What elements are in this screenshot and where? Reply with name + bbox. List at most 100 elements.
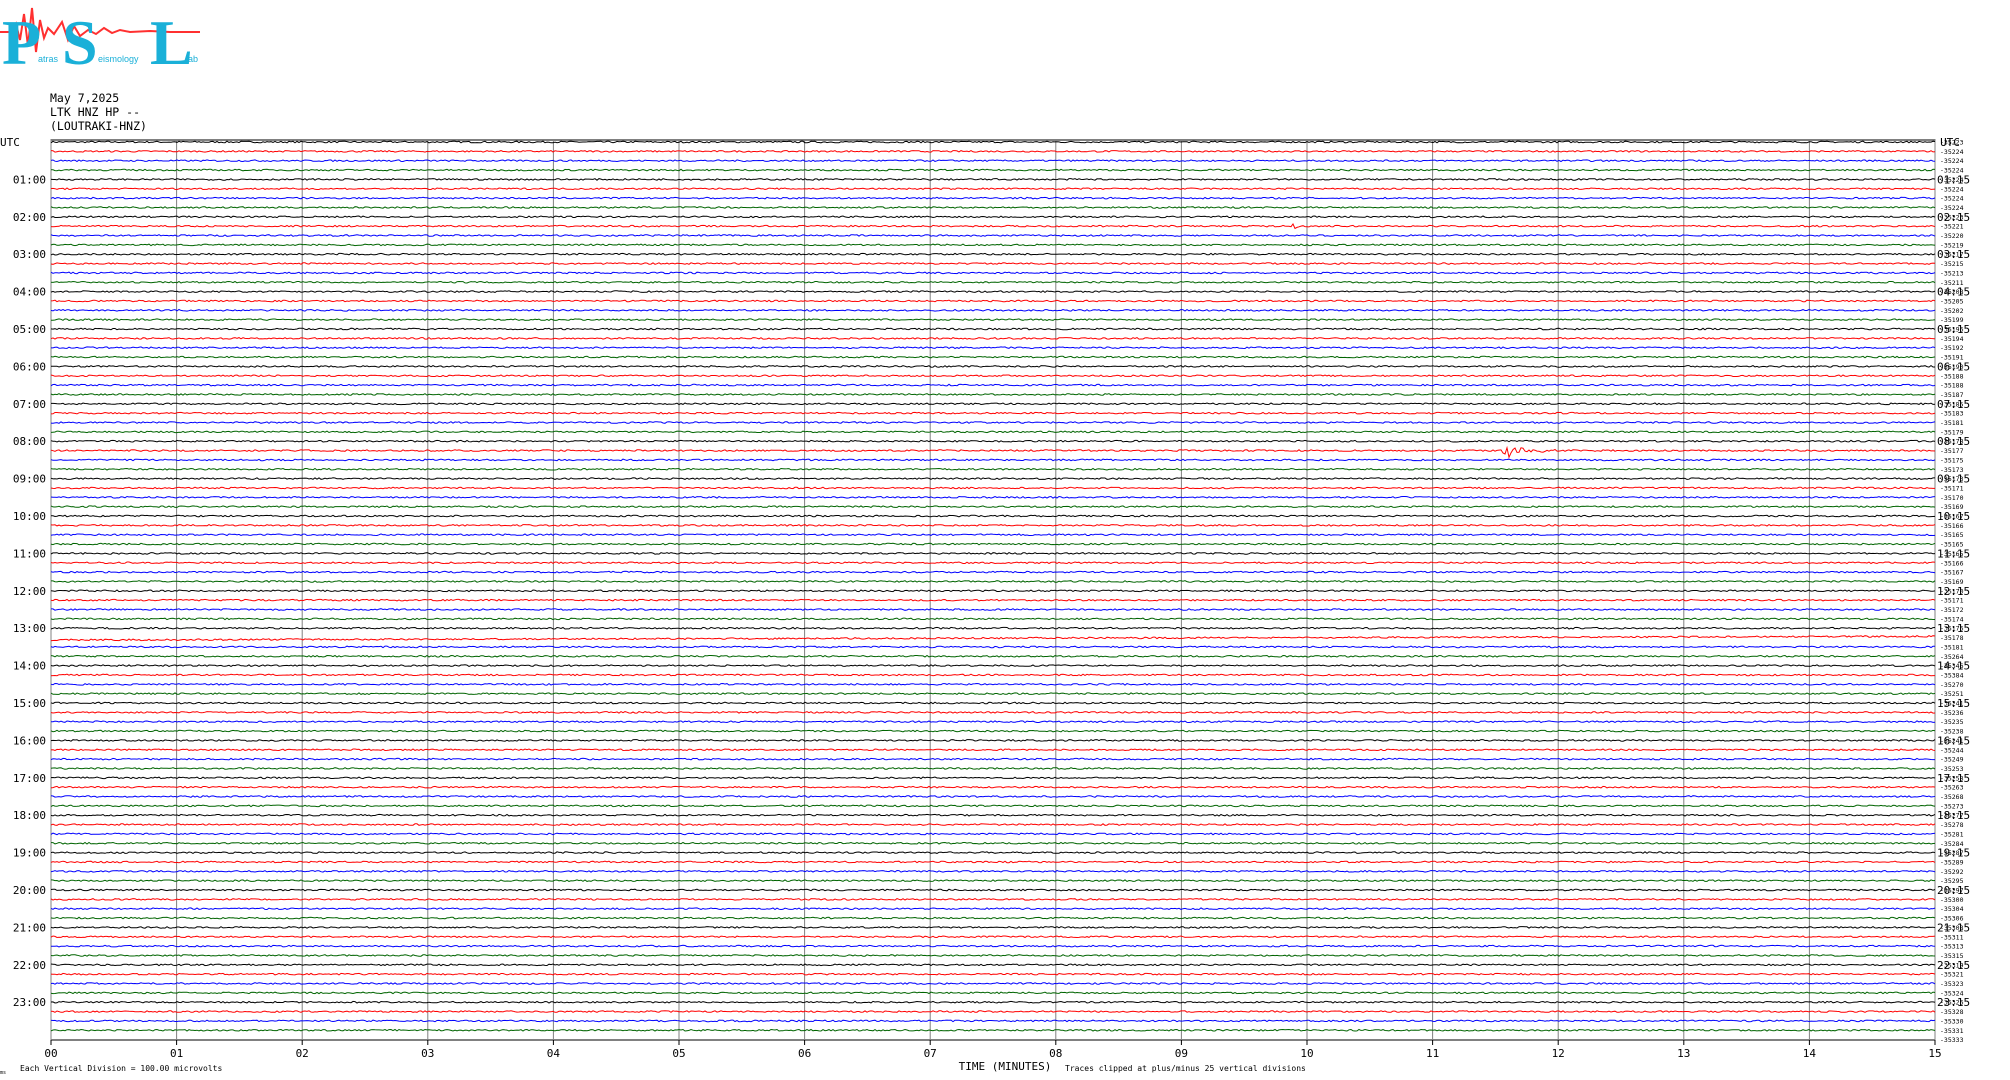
trace-offset-label: -35165 bbox=[1940, 531, 1964, 539]
trace-offset-label: -35263 bbox=[1940, 784, 1964, 792]
left-hour-label: 20:00 bbox=[13, 884, 46, 897]
trace-offset-label: -35175 bbox=[1940, 456, 1964, 464]
right-hour-label: 19:15 bbox=[1937, 847, 1970, 860]
trace-34 bbox=[50, 458, 1936, 462]
trace-90 bbox=[50, 982, 1936, 985]
x-tick-label: 02 bbox=[296, 1047, 309, 1060]
right-hour-label: 01:15 bbox=[1937, 173, 1970, 186]
x-tick-label: 03 bbox=[421, 1047, 434, 1060]
right-hour-label: 21:15 bbox=[1937, 921, 1970, 934]
trace-43 bbox=[50, 542, 1936, 546]
clip-note: Traces clipped at plus/minus 25 vertical… bbox=[1065, 1064, 1306, 1073]
logo-letter-l: L bbox=[150, 7, 193, 78]
trace-24 bbox=[51, 364, 1935, 368]
trace-offset-label: -35165 bbox=[1940, 550, 1964, 558]
trace-65 bbox=[50, 748, 1936, 752]
x-tick-label: 15 bbox=[1928, 1047, 1941, 1060]
trace-80 bbox=[50, 888, 1936, 892]
trace-offset-label: -35241 bbox=[1940, 700, 1964, 708]
trace-28 bbox=[51, 402, 1936, 406]
trace-offset-label: -35311 bbox=[1940, 933, 1964, 941]
trace-offset-label: -35194 bbox=[1940, 335, 1964, 343]
trace-53 bbox=[50, 635, 1936, 642]
trace-8 bbox=[50, 215, 1936, 219]
trace-29 bbox=[50, 411, 1936, 415]
trace-40 bbox=[51, 514, 1936, 518]
trace-3 bbox=[51, 168, 1936, 172]
right-hour-label: 17:15 bbox=[1937, 772, 1970, 785]
trace-73 bbox=[50, 823, 1936, 826]
left-hour-label: 22:00 bbox=[13, 959, 46, 972]
right-hour-label: 16:15 bbox=[1937, 734, 1970, 747]
trace-1 bbox=[50, 149, 1936, 153]
trace-offset-label: -35174 bbox=[1940, 615, 1964, 623]
trace-2 bbox=[50, 159, 1936, 163]
trace-offset-label: -35224 bbox=[1940, 167, 1964, 175]
trace-18 bbox=[50, 308, 1936, 312]
trace-offset-label: -35178 bbox=[1940, 634, 1964, 642]
trace-offset-label: -35346 bbox=[1940, 662, 1964, 670]
right-hour-label: 14:15 bbox=[1937, 660, 1970, 673]
trace-offset-label: -35306 bbox=[1940, 915, 1964, 923]
trace-56 bbox=[50, 664, 1936, 668]
logo-letter-p: P bbox=[2, 7, 41, 78]
trace-59 bbox=[50, 692, 1936, 696]
x-tick-label: 14 bbox=[1803, 1047, 1817, 1060]
left-hour-label: 07:00 bbox=[13, 398, 46, 411]
trace-offset-label: -35304 bbox=[1940, 905, 1964, 913]
trace-offset-label: -35178 bbox=[1940, 438, 1964, 446]
trace-81 bbox=[50, 897, 1936, 901]
trace-offset-label: -35215 bbox=[1940, 260, 1964, 268]
logo-word-1: atras bbox=[38, 54, 59, 64]
trace-51 bbox=[50, 617, 1935, 621]
trace-offset-label: -35297 bbox=[1940, 887, 1964, 895]
trace-offset-label: -35235 bbox=[1940, 718, 1964, 726]
trace-offset-label: -35169 bbox=[1940, 578, 1964, 586]
trace-offset-label: -35208 bbox=[1940, 288, 1964, 296]
trace-offset-label: -35170 bbox=[1940, 494, 1964, 502]
seismic-traces bbox=[50, 140, 1936, 1032]
left-hour-label: 16:00 bbox=[13, 734, 46, 747]
right-hour-label: 20:15 bbox=[1937, 884, 1970, 897]
record-date: May 7,2025 bbox=[50, 91, 120, 105]
trace-60 bbox=[50, 701, 1936, 705]
trace-47 bbox=[51, 580, 1936, 583]
left-hour-label: 01:00 bbox=[13, 173, 46, 186]
trace-offset-label: -35190 bbox=[1940, 363, 1964, 371]
trace-offset-label: -35166 bbox=[1940, 522, 1964, 530]
left-hour-label: 04:00 bbox=[13, 286, 46, 299]
trace-offset-label: -35284 bbox=[1940, 840, 1964, 848]
right-hour-label: 02:15 bbox=[1937, 211, 1970, 224]
x-tick-label: 10 bbox=[1300, 1047, 1313, 1060]
right-hour-label: 23:15 bbox=[1937, 996, 1970, 1009]
trace-offset-label: -35308 bbox=[1940, 924, 1964, 932]
trace-33 bbox=[50, 445, 1936, 459]
trace-72 bbox=[50, 813, 1936, 817]
trace-21 bbox=[50, 336, 1936, 340]
left-hour-label: 02:00 bbox=[13, 211, 46, 224]
trace-offset-label: -35166 bbox=[1940, 559, 1964, 567]
trace-offset-label: -35179 bbox=[1940, 428, 1964, 436]
trace-77 bbox=[50, 860, 1936, 864]
trace-38 bbox=[50, 495, 1936, 499]
trace-offset-label: -35169 bbox=[1940, 503, 1964, 511]
trace-offset-label: -35323 bbox=[1940, 980, 1964, 988]
trace-offset-label: -35196 bbox=[1940, 326, 1964, 334]
trace-offset-label: -35273 bbox=[1940, 802, 1964, 810]
right-hour-label: 04:15 bbox=[1937, 286, 1970, 299]
x-tick-label: 12 bbox=[1552, 1047, 1565, 1060]
right-hour-label: 11:15 bbox=[1937, 547, 1970, 560]
right-hour-label: 06:15 bbox=[1937, 360, 1970, 373]
trace-offset-label: -35292 bbox=[1940, 868, 1964, 876]
right-hour-label: 15:15 bbox=[1937, 697, 1970, 710]
left-hour-label: 14:00 bbox=[13, 660, 46, 673]
left-hour-label: 09:00 bbox=[13, 473, 46, 486]
trace-63 bbox=[50, 729, 1936, 733]
trace-17 bbox=[50, 299, 1936, 303]
trace-25 bbox=[50, 374, 1936, 378]
left-hour-label: 19:00 bbox=[13, 847, 46, 860]
trace-offset-label: -35171 bbox=[1940, 484, 1964, 492]
trace-78 bbox=[50, 869, 1936, 873]
trace-offset-label: -35277 bbox=[1940, 812, 1964, 820]
